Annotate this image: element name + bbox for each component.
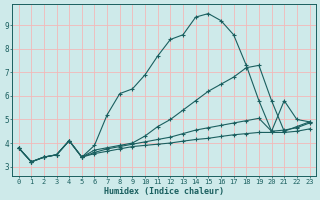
X-axis label: Humidex (Indice chaleur): Humidex (Indice chaleur) [104,187,224,196]
